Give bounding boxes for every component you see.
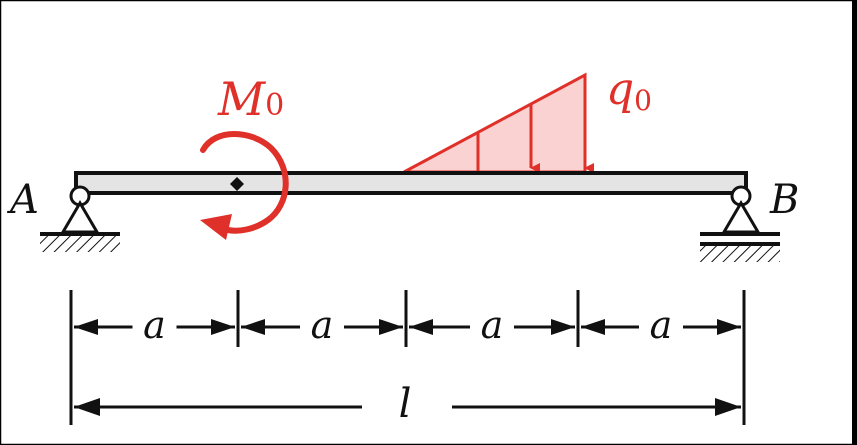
load-subscript: 0 bbox=[634, 84, 652, 117]
total-length-label: l bbox=[399, 381, 412, 427]
moment-symbol: M bbox=[217, 72, 267, 126]
moment-label: M0 bbox=[217, 72, 284, 126]
segment-length-label: a bbox=[481, 303, 504, 347]
dimension-lines bbox=[69, 290, 746, 425]
moment-point-marker bbox=[230, 177, 244, 191]
segment-dim-arrow-right bbox=[717, 319, 741, 335]
segment-dim-arrow-left bbox=[74, 319, 98, 335]
roller-support-icon bbox=[700, 185, 780, 262]
segment-dim-arrow-left bbox=[241, 319, 265, 335]
segment-dim-arrow-right bbox=[379, 319, 403, 335]
segment-dim-arrow-right bbox=[551, 319, 575, 335]
pin-support-icon bbox=[40, 185, 120, 252]
segment-length-label: a bbox=[143, 303, 166, 347]
moment-subscript: 0 bbox=[265, 88, 284, 123]
right-edge-strip bbox=[852, 0, 857, 445]
segment-dim-arrow-left bbox=[409, 319, 433, 335]
total-dim-arrow-left bbox=[74, 398, 100, 416]
segment-length-label: a bbox=[311, 303, 334, 347]
load-area bbox=[403, 72, 587, 174]
load-symbol: q bbox=[606, 64, 634, 115]
triangular-distributed-load bbox=[403, 72, 594, 174]
applied-moment-icon bbox=[200, 131, 289, 240]
beam bbox=[74, 171, 748, 195]
segment-length-label: a bbox=[650, 303, 673, 347]
total-dim-arrow-right bbox=[715, 398, 741, 416]
total-length-dimension: l bbox=[74, 381, 741, 427]
load-label: q0 bbox=[606, 64, 652, 117]
segment-dim-arrow-right bbox=[211, 319, 235, 335]
support-b-label: B bbox=[769, 177, 799, 223]
segment-dim-arrow-left bbox=[581, 319, 605, 335]
support-a-label: A bbox=[6, 177, 39, 223]
